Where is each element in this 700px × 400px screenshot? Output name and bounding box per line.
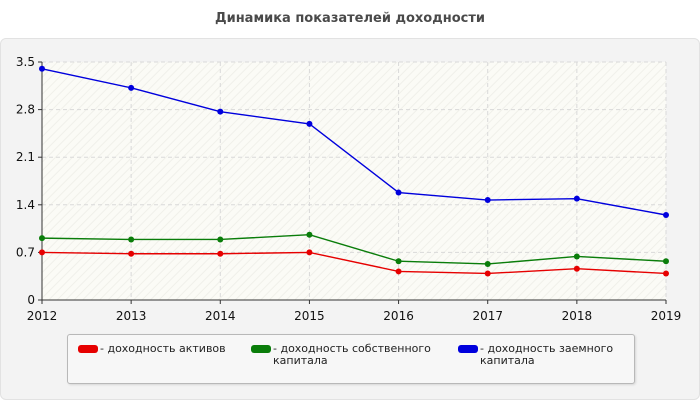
y-tick-label: 3.5 bbox=[16, 55, 35, 69]
series-line-equity bbox=[41, 234, 667, 265]
data-point-assets bbox=[128, 250, 135, 257]
data-point-debt bbox=[128, 84, 135, 91]
y-tick-label: 2.8 bbox=[16, 103, 35, 117]
chart-title: Динамика показателей доходности bbox=[215, 11, 485, 26]
x-tick-label: 2016 bbox=[383, 309, 414, 323]
data-point-assets bbox=[217, 250, 224, 257]
data-point-equity bbox=[39, 235, 45, 242]
x-tick-label: 2013 bbox=[116, 309, 147, 323]
x-tick-label: 2017 bbox=[472, 309, 503, 323]
data-point-debt bbox=[395, 189, 402, 196]
axes: 0 0.7 1.4 2.1 2.8 3.5 2012 2013 2014 2015 2016 2017… bbox=[16, 55, 681, 323]
data-point-equity bbox=[663, 258, 669, 265]
x-tick-label: 2019 bbox=[651, 309, 682, 323]
y-tick-label: 0 bbox=[27, 293, 35, 307]
data-point-equity bbox=[573, 253, 580, 260]
legend: - доходность активов - доходность собств… bbox=[67, 334, 635, 384]
legend-item-debt: - доходность заемного капитала bbox=[458, 343, 650, 367]
data-point-assets bbox=[663, 270, 669, 277]
x-tick-label: 2018 bbox=[562, 309, 593, 323]
legend-label-equity: - доходность собственного капитала bbox=[273, 342, 431, 367]
data-point-assets bbox=[39, 249, 45, 256]
legend-swatch-debt bbox=[458, 345, 478, 353]
data-point-assets bbox=[395, 268, 402, 275]
data-point-equity bbox=[484, 260, 491, 267]
y-tick-label: 2.1 bbox=[16, 150, 35, 164]
data-point-assets bbox=[573, 265, 580, 272]
series-layer bbox=[39, 65, 669, 277]
legend-swatch-equity bbox=[251, 345, 271, 353]
data-point-debt bbox=[39, 65, 45, 72]
legend-label-assets: - доходность активов bbox=[100, 342, 226, 355]
legend-item-assets: - доходность активов bbox=[78, 343, 270, 355]
legend-item-equity: - доходность собственного капитала bbox=[251, 343, 443, 367]
data-point-debt bbox=[217, 108, 224, 115]
grid-lines bbox=[42, 61, 667, 300]
data-point-assets bbox=[306, 249, 313, 256]
legend-swatch-assets bbox=[78, 345, 98, 353]
data-point-debt bbox=[484, 197, 491, 204]
x-tick-label: 2014 bbox=[205, 309, 236, 323]
data-point-assets bbox=[484, 270, 491, 277]
y-tick-label: 1.4 bbox=[16, 198, 35, 212]
data-point-debt bbox=[663, 212, 669, 218]
data-point-equity bbox=[128, 236, 135, 243]
legend-label-debt: - доходность заемного капитала bbox=[480, 342, 614, 367]
data-point-debt bbox=[573, 195, 580, 202]
plot-area bbox=[42, 62, 666, 300]
x-tick-label: 2012 bbox=[27, 309, 58, 323]
data-point-equity bbox=[395, 258, 402, 265]
series-line-assets bbox=[41, 251, 667, 275]
series-line-debt bbox=[41, 68, 667, 216]
x-tick-label: 2015 bbox=[294, 309, 325, 323]
data-point-debt bbox=[306, 120, 313, 127]
y-tick-label: 0.7 bbox=[16, 245, 35, 259]
data-point-equity bbox=[306, 231, 313, 238]
data-point-equity bbox=[217, 236, 224, 243]
